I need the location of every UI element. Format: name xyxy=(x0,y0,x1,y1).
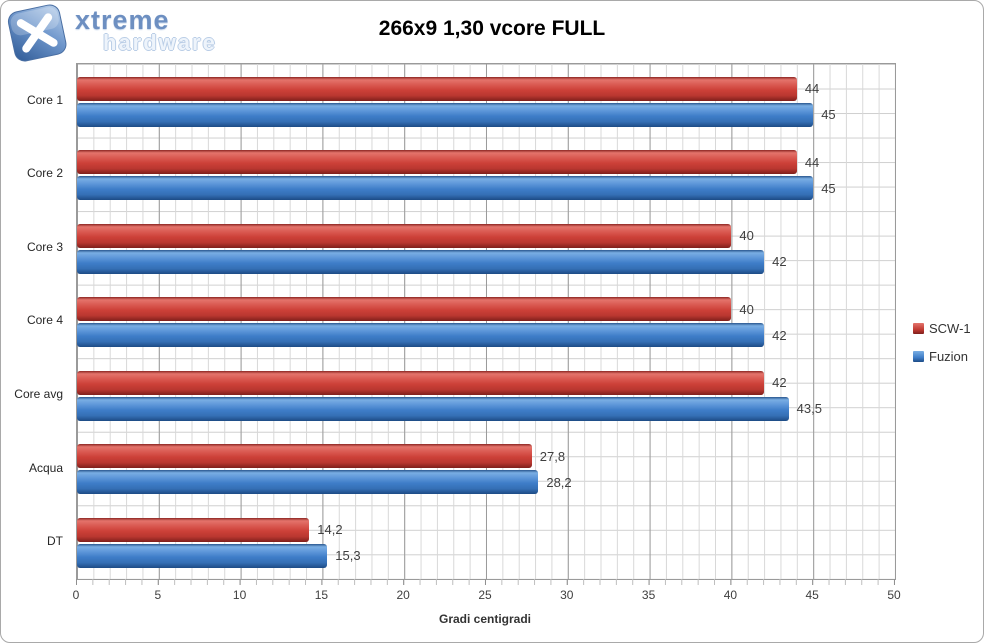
value-label-fuzion-dt: 15,3 xyxy=(335,548,361,564)
x-tick-label-20: 20 xyxy=(396,588,410,602)
legend-label-scw-1: SCW-1 xyxy=(929,321,971,336)
bar-scw-1-core-4 xyxy=(77,297,732,322)
category-label-dt: DT xyxy=(47,534,63,549)
brand-text-xtreme: xtreme xyxy=(75,5,170,35)
bar-fuzion-core-3 xyxy=(77,249,765,274)
x-tick-label-0: 0 xyxy=(72,588,80,602)
value-label-scw-1-dt: 14,2 xyxy=(317,522,343,538)
value-label-fuzion-core-4: 42 xyxy=(772,327,787,343)
xtreme-hardware-tile-icon xyxy=(7,4,67,62)
category-label-core-2: Core 2 xyxy=(26,166,63,181)
chart-title: 266x9 1,30 vcore FULL xyxy=(378,17,606,40)
category-label-acqua: Acqua xyxy=(28,460,63,475)
legend-swatch-blue-icon xyxy=(913,351,924,362)
bar-scw-1-acqua xyxy=(77,444,532,469)
legend-item-fuzion: Fuzion xyxy=(913,349,971,364)
legend-item-scw-1: SCW-1 xyxy=(913,321,971,336)
value-label-scw-1-core-2: 44 xyxy=(804,154,820,170)
bar-scw-1-dt xyxy=(77,517,310,542)
value-label-fuzion-acqua: 28,2 xyxy=(546,474,572,490)
x-tick-label-30: 30 xyxy=(560,588,574,602)
bar-scw-1-core-1 xyxy=(77,76,797,101)
x-tick-label-10: 10 xyxy=(232,588,247,602)
x-axis-tick-marks xyxy=(76,579,895,585)
bar-fuzion-acqua xyxy=(77,470,539,495)
x-tick-label-35: 35 xyxy=(641,588,656,602)
category-label-core-4: Core 4 xyxy=(26,313,63,328)
bar-scw-1-core-avg xyxy=(77,370,765,395)
x-tick-label-25: 25 xyxy=(478,588,492,602)
category-label-core-1: Core 1 xyxy=(26,92,63,107)
legend-swatch-red-icon xyxy=(913,323,924,334)
legend-label-fuzion: Fuzion xyxy=(929,349,969,364)
category-axis: Core 1 Core 2 Core 3 Core 4 Core avg Acqua DT xyxy=(1,63,67,578)
x-tick-label-40: 40 xyxy=(723,588,738,602)
value-label-scw-1-core-avg: 42 xyxy=(772,375,787,391)
legend: SCW-1 Fuzion xyxy=(913,321,971,364)
brand-text: xtreme hardware xyxy=(75,7,217,54)
x-axis-title: Gradi centigradi xyxy=(438,612,532,626)
bar-fuzion-core-2 xyxy=(77,176,814,201)
bar-fuzion-core-4 xyxy=(77,323,765,348)
bar-fuzion-core-avg xyxy=(77,396,789,421)
x-tick-label-5: 5 xyxy=(154,588,162,602)
brand-logo: xtreme hardware xyxy=(1,1,271,62)
value-label-fuzion-core-3: 42 xyxy=(772,254,787,270)
value-label-scw-1-core-3: 40 xyxy=(739,228,754,244)
value-label-scw-1-core-4: 40 xyxy=(739,301,754,317)
brand-text-hardware: hardware xyxy=(103,30,217,55)
value-label-fuzion-core-1: 45 xyxy=(821,107,836,122)
value-label-scw-1-acqua: 27,8 xyxy=(539,448,566,464)
category-label-core-avg: Core avg xyxy=(14,387,63,402)
x-tick-label-50: 50 xyxy=(887,588,901,602)
category-label-core-3: Core 3 xyxy=(26,239,63,254)
bar-scw-1-core-3 xyxy=(77,223,732,248)
x-tick-label-45: 45 xyxy=(805,588,819,602)
value-label-scw-1-core-1: 44 xyxy=(804,81,820,96)
value-label-fuzion-core-avg: 43,5 xyxy=(796,401,822,417)
bar-fuzion-core-1 xyxy=(77,102,814,127)
x-tick-label-15: 15 xyxy=(314,588,329,602)
bar-fuzion-dt xyxy=(77,543,328,568)
value-label-fuzion-core-2: 45 xyxy=(821,180,836,196)
plot-area: 44 45 44 45 40 42 40 42 42 43,5 27,8 28,2 14,2 15,3 xyxy=(76,63,896,580)
bar-scw-1-core-2 xyxy=(77,150,797,175)
